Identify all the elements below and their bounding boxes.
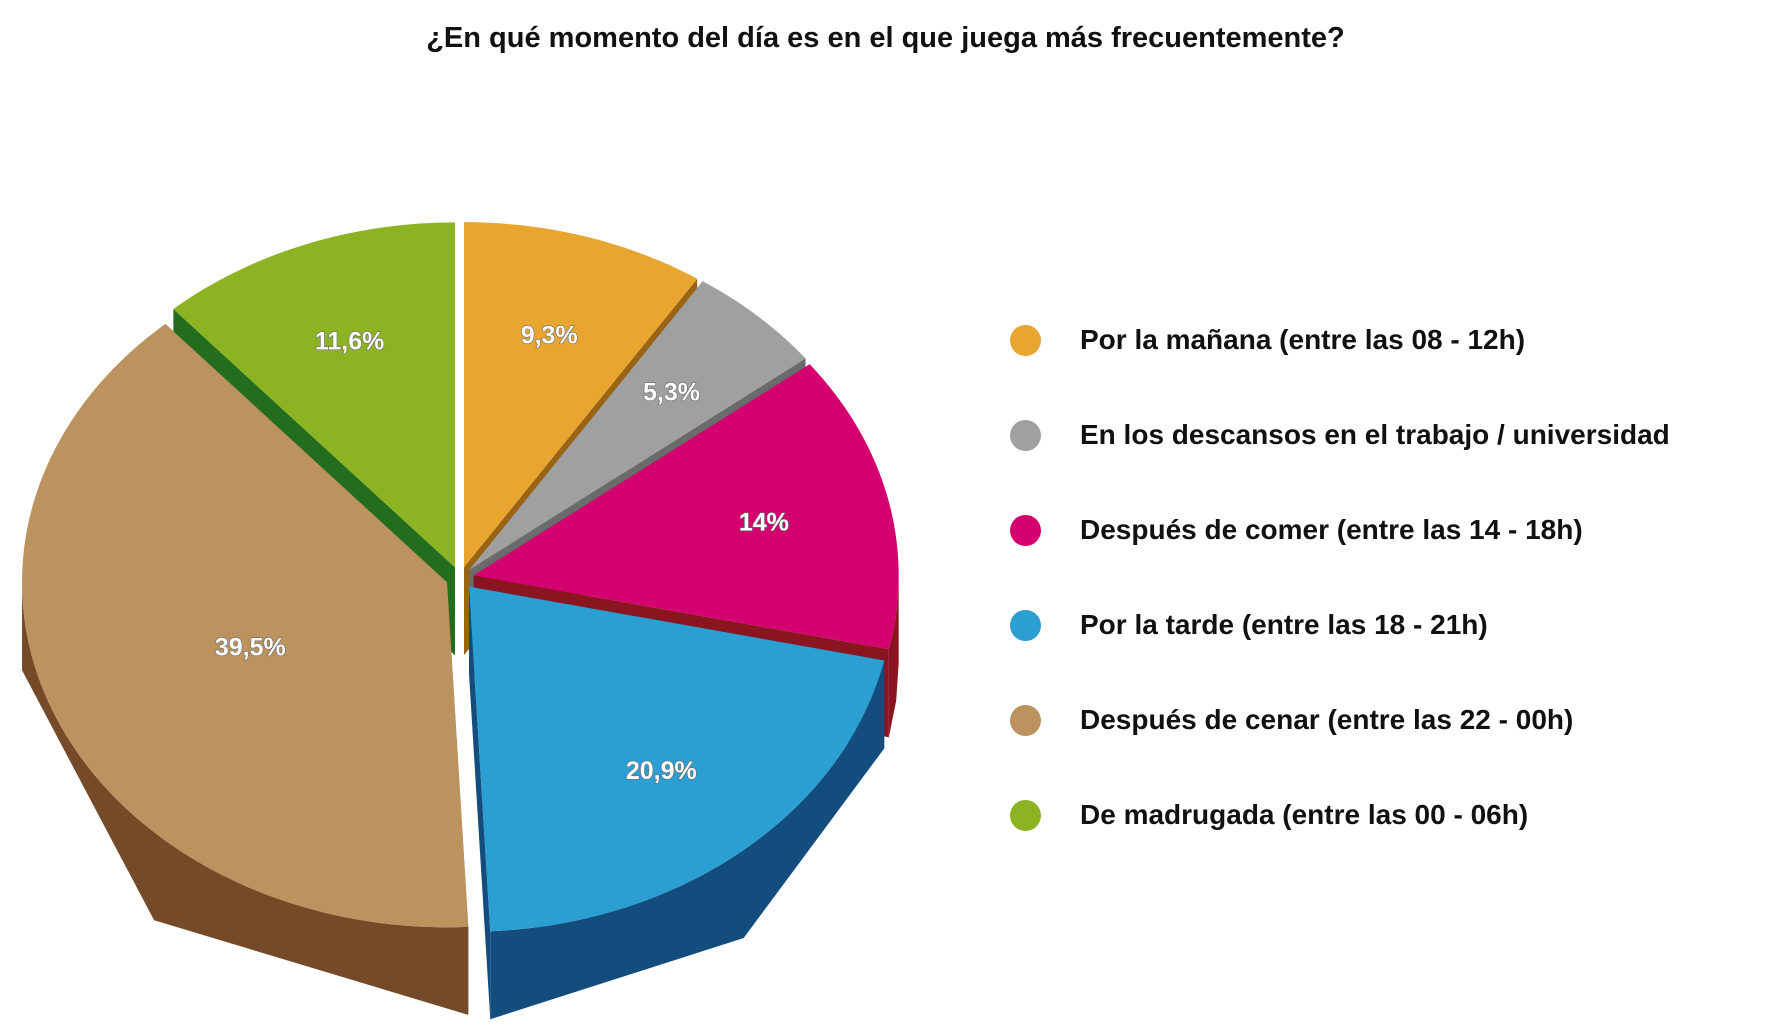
legend-label: Por la tarde (entre las 18 - 21h) xyxy=(1080,609,1488,640)
slice-side-wall xyxy=(888,575,899,738)
slice-label: 9,3% xyxy=(521,322,578,350)
slice-label: 20,9% xyxy=(626,757,697,785)
pie-slice xyxy=(22,323,469,928)
slice-labels: 9,3% 5,3% 14% 20,9% 39,5% 11,6% xyxy=(214,321,789,785)
legend-swatch xyxy=(1010,325,1041,356)
legend-swatch xyxy=(1010,705,1041,736)
legend-swatch xyxy=(1010,420,1041,451)
legend-label: De madrugada (entre las 00 - 06h) xyxy=(1080,799,1529,830)
slice-label: 14% xyxy=(739,508,789,536)
slice-label: 11,6% xyxy=(315,328,385,356)
legend-label: Después de comer (entre las 14 - 18h) xyxy=(1080,514,1583,545)
slice-side-wall xyxy=(22,582,469,1015)
legend-label: En los descansos en el trabajo / univers… xyxy=(1080,419,1670,450)
chart-title: ¿En qué momento del día es en el que jue… xyxy=(426,22,1345,54)
legend-swatch xyxy=(1010,610,1041,641)
pie-slice xyxy=(469,281,806,570)
slice-label: 39,5% xyxy=(215,633,286,661)
slice-cut-face xyxy=(469,586,491,1020)
slice-side-wall xyxy=(490,660,885,1020)
legend-swatch xyxy=(1010,515,1041,546)
pie-slice xyxy=(469,586,885,932)
pie-slice xyxy=(464,222,698,568)
legend-swatch xyxy=(1010,800,1041,831)
pie-slice xyxy=(173,222,456,568)
slice-label: 5,3% xyxy=(643,378,700,406)
pie-tops xyxy=(22,222,899,932)
legend-label: Después de cenar (entre las 22 - 00h) xyxy=(1080,704,1574,735)
legend-label: Por la mañana (entre las 08 - 12h) xyxy=(1080,324,1526,355)
pie-slice xyxy=(473,364,899,650)
